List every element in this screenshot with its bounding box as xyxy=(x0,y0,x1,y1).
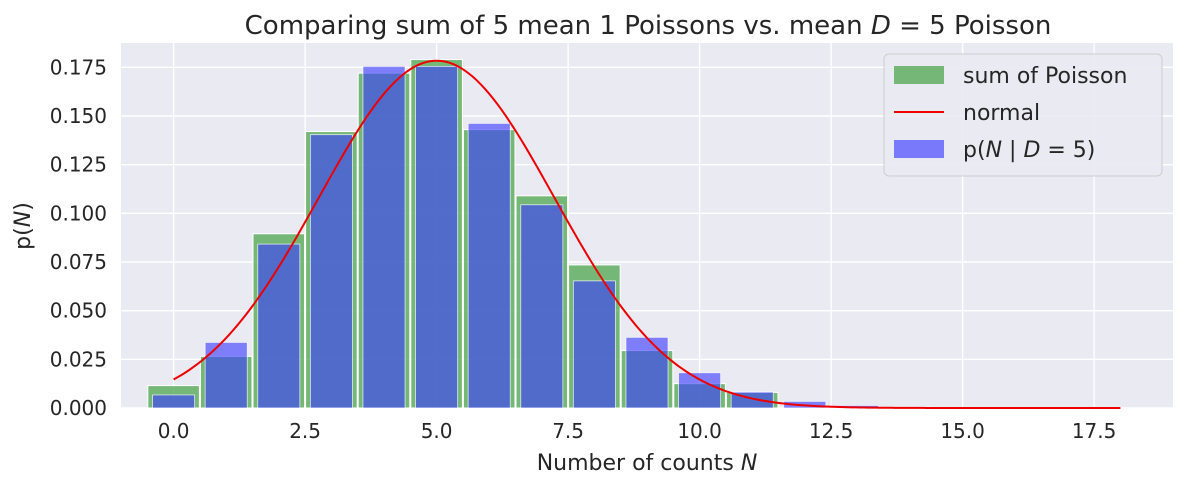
y-tick-label: 0.125 xyxy=(50,153,107,177)
y-tick-label: 0.050 xyxy=(50,299,107,323)
normal-curve xyxy=(173,59,1121,409)
ticks: 0.0 2.5 5.0 7.5 10.0 12.5 15.0 17.5 0.000 0.025 0.… xyxy=(50,55,1117,443)
legend-swatch-sum xyxy=(894,66,944,84)
y-tick-label: 0.075 xyxy=(50,250,107,274)
legend-box xyxy=(883,53,1163,177)
y-tick-label: 0.100 xyxy=(50,201,107,225)
bar-poisson-4 xyxy=(362,65,406,409)
bar-poisson-5 xyxy=(415,65,459,409)
y-tick-label: 0.025 xyxy=(50,347,107,371)
bar-poisson-7 xyxy=(520,204,564,409)
x-tick-label: 5.0 xyxy=(421,419,453,443)
y-tick-label: 0.175 xyxy=(50,55,107,79)
normal-curve-group xyxy=(173,59,1121,409)
x-tick-label: 10.0 xyxy=(677,419,722,443)
legend-swatch-poisson xyxy=(894,140,944,158)
bar-poisson-8 xyxy=(572,280,616,409)
x-tick-label: 2.5 xyxy=(289,419,321,443)
y-tick-label: 0.150 xyxy=(50,104,107,128)
x-axis-label: Number of counts N xyxy=(537,451,758,476)
legend-label-poisson: p(N | D = 5) xyxy=(963,138,1095,163)
x-tick-label: 12.5 xyxy=(809,419,854,443)
legend-label-normal: normal xyxy=(963,101,1040,126)
chart-title: Comparing sum of 5 mean 1 Poissons vs. m… xyxy=(245,11,1052,41)
bar-poisson-9 xyxy=(625,336,669,409)
bar-poisson-3 xyxy=(309,134,353,409)
x-tick-label: 17.5 xyxy=(1072,419,1117,443)
x-tick-label: 15.0 xyxy=(940,419,985,443)
bar-poisson-1 xyxy=(204,341,248,409)
bar-poisson-6 xyxy=(467,122,511,409)
bar-poisson-0 xyxy=(152,394,196,409)
bar-poisson-10 xyxy=(678,372,722,409)
legend: sum of Poisson normal p(N | D = 5) xyxy=(883,53,1163,177)
bar-poisson-2 xyxy=(257,243,301,409)
legend-label-sum: sum of Poisson xyxy=(963,64,1127,89)
y-axis-label: p(N) xyxy=(11,202,36,250)
x-tick-label: 0.0 xyxy=(158,419,190,443)
x-tick-label: 7.5 xyxy=(552,419,584,443)
y-tick-label: 0.000 xyxy=(50,396,107,420)
